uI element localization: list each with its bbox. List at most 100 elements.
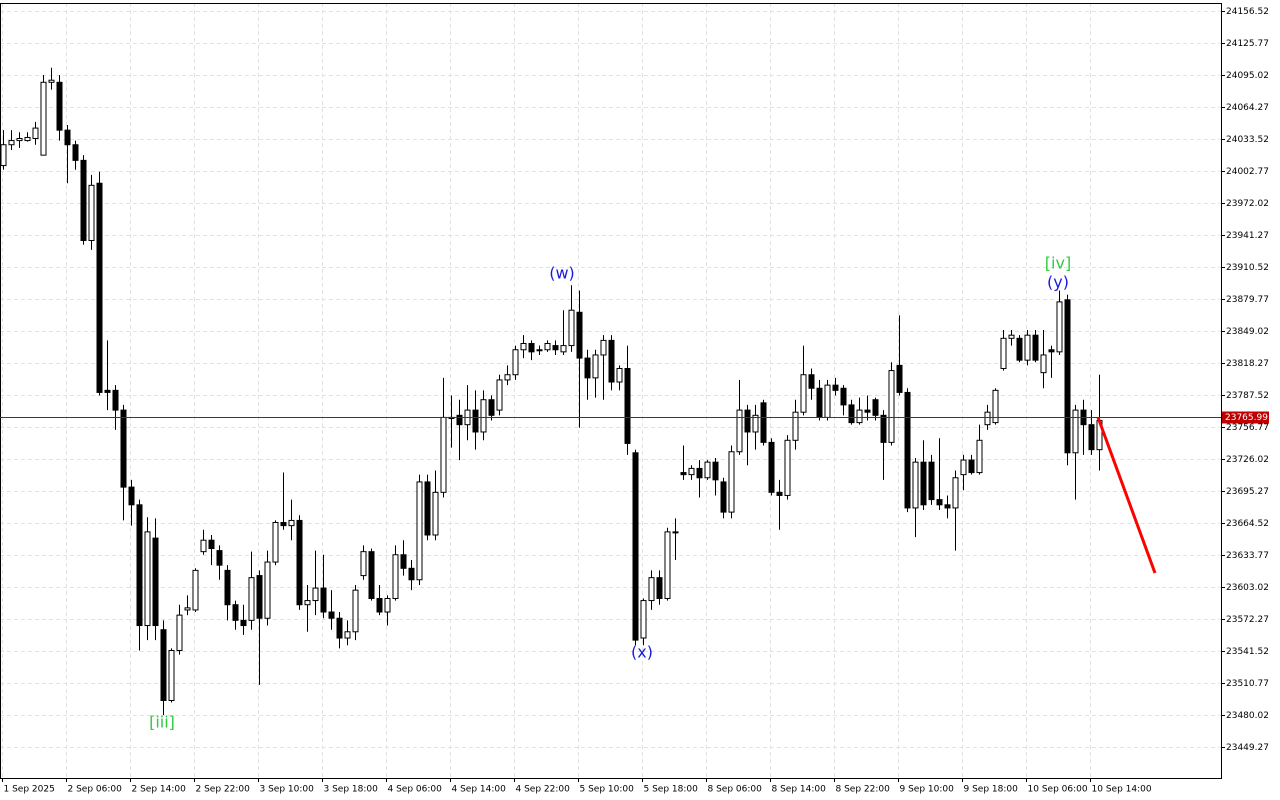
current-price-box (1222, 411, 1269, 424)
candle-body (472, 409, 479, 433)
y-tick-label: 23695.27 (1226, 487, 1269, 497)
x-tick-label: 10 Sep 14:00 (1092, 785, 1152, 795)
y-tick-label: 24095.02 (1226, 71, 1269, 81)
candle-body (504, 374, 511, 381)
candle-body (360, 551, 367, 577)
candle-body (720, 481, 727, 513)
candle-body (616, 367, 623, 383)
candle-body (736, 409, 743, 453)
candle-body (80, 159, 87, 241)
candle-body (1008, 334, 1015, 339)
candle-body (24, 136, 31, 142)
y-tick-label: 23664.52 (1226, 519, 1269, 529)
candle-body (56, 81, 63, 131)
candle-body (920, 461, 927, 506)
candle-body (576, 311, 583, 359)
candle-body (832, 384, 839, 391)
candle-body (296, 519, 303, 606)
candle-body (224, 569, 231, 606)
candle-body (456, 414, 463, 426)
candle-body (1072, 409, 1079, 454)
candle-body (352, 589, 359, 633)
x-tick-label: 10 Sep 06:00 (1028, 785, 1088, 795)
candle-body (856, 409, 863, 424)
candle-body (264, 561, 271, 619)
candle-body (624, 367, 631, 444)
y-tick-label: 24002.77 (1226, 167, 1269, 177)
candle-body (880, 414, 887, 443)
candle-body (1024, 334, 1031, 361)
candle-body (48, 79, 55, 83)
candle-body (712, 461, 719, 481)
candle-body (608, 339, 615, 383)
candle-body (800, 374, 807, 413)
candle-body (520, 343, 527, 351)
candle-body (728, 451, 735, 513)
y-tick-label: 23603.02 (1226, 583, 1269, 593)
y-tick-label: 23818.27 (1226, 359, 1269, 369)
candle-body (976, 439, 983, 474)
candle-body (176, 614, 183, 652)
candle-body (496, 379, 503, 411)
candle-body (688, 467, 695, 476)
x-tick-label: 5 Sep 18:00 (644, 785, 699, 795)
candle-body (1016, 337, 1023, 361)
x-tick-label: 4 Sep 06:00 (388, 785, 443, 795)
x-tick-label: 2 Sep 22:00 (196, 785, 251, 795)
candle-body (1000, 337, 1007, 369)
candle-body (1032, 334, 1039, 361)
candle-body (184, 607, 191, 611)
forecast-line (1096, 416, 1157, 574)
y-tick-label: 23787.52 (1226, 391, 1269, 401)
candle-body (992, 389, 999, 424)
plot-frame (0, 3, 1222, 779)
candle-body (232, 604, 239, 621)
candle-body (600, 339, 607, 356)
candle-body (592, 354, 599, 379)
x-tick-label: 4 Sep 22:00 (516, 785, 571, 795)
candle-body (96, 182, 103, 393)
candle-body (512, 349, 519, 376)
x-tick-label: 8 Sep 22:00 (836, 785, 891, 795)
candle-body (1064, 299, 1071, 454)
candle-body (376, 597, 383, 613)
candle-body (336, 617, 343, 639)
wave-label: [iv] (1045, 254, 1071, 273)
candle-body (536, 349, 543, 352)
candle-body (568, 309, 575, 347)
wave-label: (w) (549, 264, 575, 283)
candle-body (1056, 301, 1063, 353)
candle-body (952, 477, 959, 509)
candle-body (112, 389, 119, 411)
candle-body (248, 577, 255, 621)
y-tick-label: 23726.02 (1226, 455, 1269, 465)
candle-body (960, 459, 967, 476)
candle-body (680, 472, 687, 476)
candle-body (904, 391, 911, 509)
x-tick-label: 8 Sep 14:00 (772, 785, 827, 795)
y-tick-label: 23849.02 (1226, 327, 1269, 337)
candle-body (344, 631, 351, 639)
candle-body (192, 569, 199, 611)
candle-body (768, 441, 775, 493)
x-tick-label: 9 Sep 10:00 (900, 785, 955, 795)
candle-body (848, 404, 855, 424)
candle-body (136, 504, 143, 627)
x-tick-label: 5 Sep 10:00 (580, 785, 635, 795)
candle-body (120, 409, 127, 488)
candle-body (256, 575, 263, 619)
y-tick-label: 24156.52 (1226, 7, 1269, 17)
candle-body (656, 577, 663, 599)
candle-body (760, 402, 767, 443)
candle-body (152, 537, 159, 627)
candle-body (544, 343, 551, 351)
y-tick-label: 24033.52 (1226, 135, 1269, 145)
candle-body (776, 491, 783, 496)
candle-body (8, 140, 15, 146)
candle-body (528, 343, 535, 353)
candle-body (896, 364, 903, 393)
candle-body (888, 370, 895, 443)
candle-body (240, 619, 247, 627)
